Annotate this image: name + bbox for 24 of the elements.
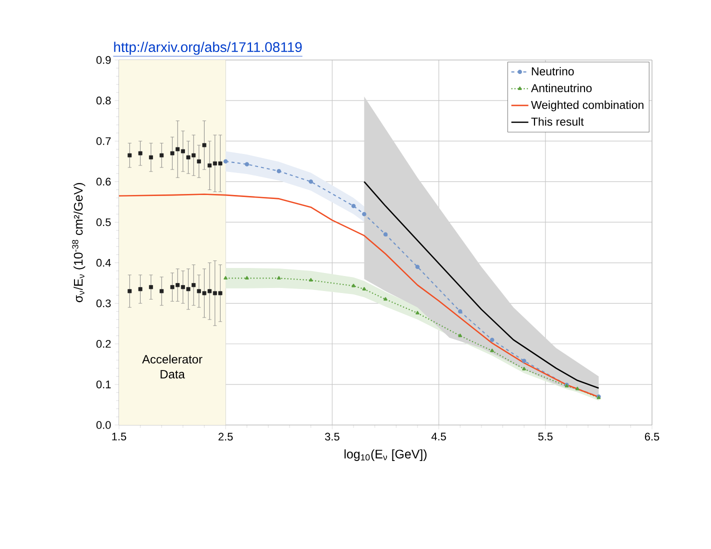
y-tick-label: 0.0 — [96, 421, 111, 429]
x-axis-title: log$_{10}$(E$_{ν}$ [GeV]) — [344, 449, 427, 461]
y-tick-label: 0.4 — [96, 258, 111, 267]
x-tick-label: 4.5 — [431, 432, 446, 440]
y-tick-label: 0.6 — [96, 178, 111, 186]
y-tick-label: 0.8 — [96, 96, 111, 104]
y-tick-label: 0.9 — [96, 56, 111, 64]
y-axis-title: σ$_{ν}$/E$_{ν}$ (10$^{-38}$ cm²/GeV) — [72, 183, 86, 302]
y-tick-label: 0.2 — [96, 340, 111, 348]
x-tick-label: 6.5 — [644, 432, 660, 441]
text: http://arxiv.org/abs/1711.08119 — [114, 42, 302, 55]
legend-label: Antineutrino — [531, 84, 592, 92]
x-tick-label: 2.5 — [218, 432, 233, 441]
legend-label: Weighted combination — [531, 100, 644, 112]
band-label: Accelerator Data — [142, 354, 202, 378]
x-tick-label: 3.5 — [325, 432, 340, 441]
y-tick-label: 0.5 — [96, 218, 111, 226]
legend-label: Neutrino — [532, 67, 574, 76]
legend-label: This result — [531, 117, 584, 126]
y-tick-label: 0.1 — [96, 380, 111, 388]
x-tick-label: 5.5 — [538, 432, 553, 440]
x-tick-label: 1.5 — [112, 432, 126, 440]
y-tick-label: 0.7 — [96, 137, 111, 145]
y-tick-label: 0.3 — [96, 299, 111, 308]
